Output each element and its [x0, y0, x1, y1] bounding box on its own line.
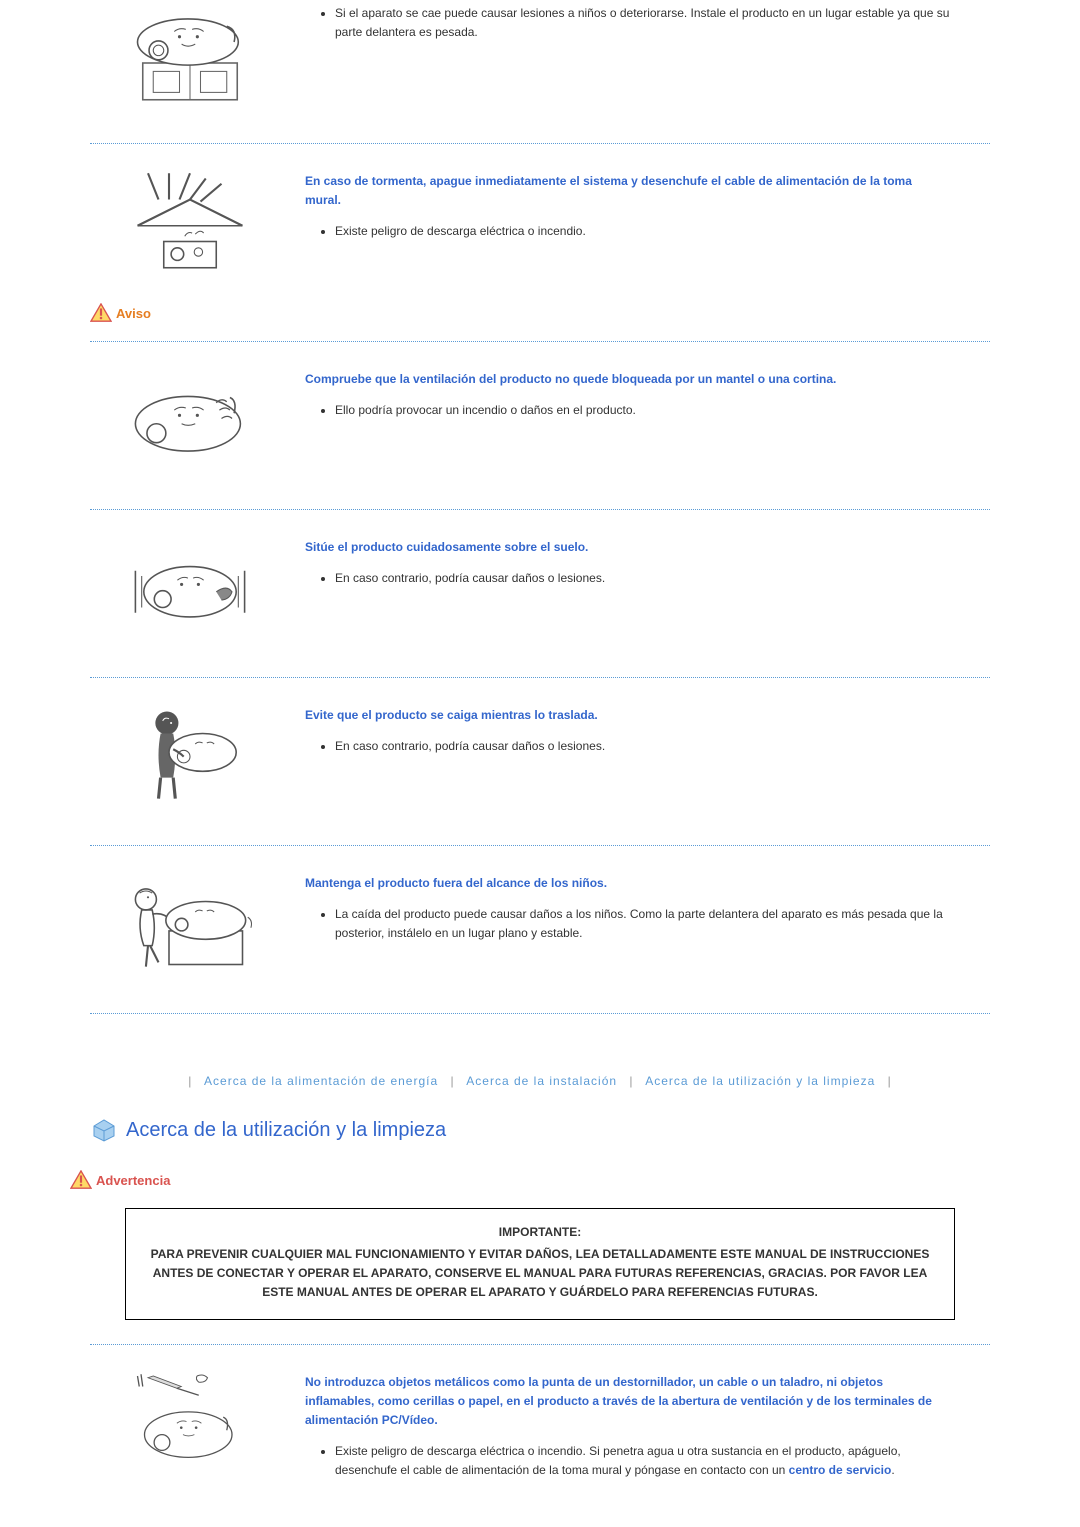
breadcrumb-sep: | [188, 1074, 192, 1088]
content: No introduzca objetos metálicos como la … [305, 1369, 990, 1487]
illustration-lightning [110, 168, 270, 273]
warning-triangle-icon [90, 303, 112, 323]
advertencia-label: Advertencia [70, 1170, 990, 1190]
bullet-text: En caso contrario, podría causar daños o… [335, 737, 950, 756]
safety-item: Si el aparato se cae puede causar lesion… [90, 0, 990, 125]
content: Evite que el producto se caiga mientras … [305, 702, 990, 762]
safety-item: Mantenga el producto fuera del alcance d… [90, 870, 990, 995]
divider [90, 509, 990, 510]
warning-triangle-icon [70, 1170, 92, 1190]
illustration-carry [110, 702, 270, 807]
section-title: Acerca de la utilización y la limpieza [90, 1118, 990, 1142]
safety-item: Sitúe el producto cuidadosamente sobre e… [90, 534, 990, 659]
cube-icon [90, 1118, 118, 1142]
divider [90, 341, 990, 342]
safety-heading: Sitúe el producto cuidadosamente sobre e… [305, 538, 950, 557]
aviso-text: Aviso [116, 306, 151, 321]
service-center-link[interactable]: centro de servicio [789, 1463, 892, 1477]
illustration-screwdriver [110, 1369, 270, 1474]
divider [90, 1013, 990, 1014]
section-title-text: Acerca de la utilización y la limpieza [126, 1119, 446, 1142]
safety-heading: Mantenga el producto fuera del alcance d… [305, 874, 950, 893]
safety-heading: No introduzca objetos metálicos como la … [305, 1373, 950, 1431]
safety-heading: En caso de tormenta, apague inmediatamen… [305, 172, 950, 210]
bullet-text: Si el aparato se cae puede causar lesion… [335, 4, 950, 42]
content: Sitúe el producto cuidadosamente sobre e… [305, 534, 990, 594]
illustration-projector-cabinet [110, 0, 270, 105]
bullet-suffix: . [891, 1463, 894, 1477]
breadcrumb-sep: | [888, 1074, 892, 1088]
divider [90, 143, 990, 144]
content: Si el aparato se cae puede causar lesion… [305, 0, 990, 48]
breadcrumb-sep: | [629, 1074, 633, 1088]
bullet-text: Existe peligro de descarga eléctrica o i… [335, 1442, 950, 1480]
important-title: IMPORTANTE: [150, 1225, 930, 1239]
breadcrumb-link-install[interactable]: Acerca de la instalación [466, 1074, 617, 1088]
safety-item: Compruebe que la ventilación del product… [90, 366, 990, 491]
safety-item: Evite que el producto se caiga mientras … [90, 702, 990, 827]
important-body: PARA PREVENIR CUALQUIER MAL FUNCIONAMIEN… [150, 1245, 930, 1303]
illustration-ventilation [110, 366, 270, 471]
breadcrumb-link-power[interactable]: Acerca de la alimentación de energía [204, 1074, 438, 1088]
illustration-place [110, 534, 270, 639]
safety-item: En caso de tormenta, apague inmediatamen… [90, 168, 990, 293]
breadcrumb: | Acerca de la alimentación de energía |… [90, 1074, 990, 1088]
divider [90, 845, 990, 846]
bullet-text: En caso contrario, podría causar daños o… [335, 569, 950, 588]
illustration-child [110, 870, 270, 975]
safety-item: No introduzca objetos metálicos como la … [90, 1369, 990, 1507]
bullet-text: Ello podría provocar un incendio o daños… [335, 401, 950, 420]
breadcrumb-link-usage[interactable]: Acerca de la utilización y la limpieza [645, 1074, 875, 1088]
aviso-label: Aviso [90, 303, 990, 323]
safety-heading: Evite que el producto se caiga mientras … [305, 706, 950, 725]
content: Compruebe que la ventilación del product… [305, 366, 990, 426]
safety-heading: Compruebe que la ventilación del product… [305, 370, 950, 389]
advertencia-text: Advertencia [96, 1173, 170, 1188]
content: Mantenga el producto fuera del alcance d… [305, 870, 990, 950]
bullet-text: La caída del producto puede causar daños… [335, 905, 950, 943]
breadcrumb-sep: | [451, 1074, 455, 1088]
divider [90, 1344, 990, 1345]
divider [90, 677, 990, 678]
important-box: IMPORTANTE: PARA PREVENIR CUALQUIER MAL … [125, 1208, 955, 1320]
content: En caso de tormenta, apague inmediatamen… [305, 168, 990, 248]
bullet-text: Existe peligro de descarga eléctrica o i… [335, 222, 950, 241]
